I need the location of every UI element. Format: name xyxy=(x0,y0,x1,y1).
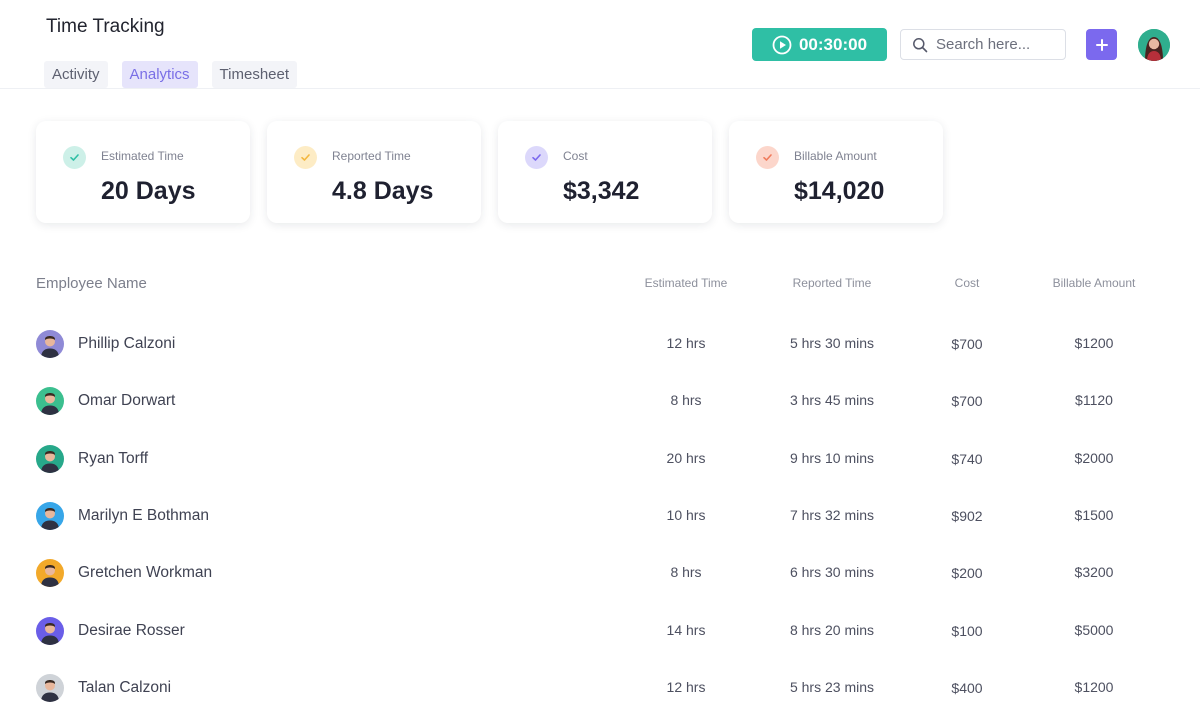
cost-cell: $700 xyxy=(951,393,983,410)
employee-name: Omar Dorwart xyxy=(78,392,176,410)
table-header: Employee Name Estimated Time Reported Ti… xyxy=(36,270,1166,300)
reported-time-cell: 9 hrs 10 mins xyxy=(789,449,875,466)
table-row[interactable]: Desirae Rosser 14 hrs 8 hrs 20 mins $100 $50… xyxy=(36,616,1166,674)
column-header-reported-time[interactable]: Reported Time xyxy=(792,276,872,290)
employee-name: Marilyn E Bothman xyxy=(78,506,209,524)
billable-amount-cell: $1200 xyxy=(1074,335,1114,351)
reported-time-cell: 6 hrs 30 mins xyxy=(789,564,875,581)
column-header-billable-amount[interactable]: Billable Amount xyxy=(1052,276,1136,290)
employee-table: Employee Name Estimated Time Reported Ti… xyxy=(36,270,1166,702)
billable-amount-cell: $2000 xyxy=(1074,449,1114,466)
billable-amount-cell: $3200 xyxy=(1074,564,1114,581)
summary-label: Billable Amount xyxy=(794,149,877,163)
reported-time-cell: 3 hrs 45 mins xyxy=(789,392,875,409)
billable-amount-cell: $1500 xyxy=(1074,506,1114,523)
page-title: Time Tracking xyxy=(46,16,165,37)
summary-value: 20 Days xyxy=(101,177,196,205)
reported-time-cell: 5 hrs 30 mins xyxy=(789,335,875,351)
column-header-employee-name[interactable]: Employee Name xyxy=(36,275,147,292)
check-circle-icon xyxy=(756,146,779,169)
check-circle-icon xyxy=(294,146,317,169)
summary-value: $3,342 xyxy=(563,177,640,205)
estimated-time-cell: 20 hrs xyxy=(666,449,706,466)
estimated-time-cell: 12 hrs xyxy=(666,678,706,695)
cost-cell: $902 xyxy=(951,507,983,524)
add-button[interactable] xyxy=(1086,29,1117,60)
summary-card-billable-amount: Billable Amount $14,020 xyxy=(729,121,943,223)
search-icon xyxy=(913,37,928,52)
reported-time-cell: 7 hrs 32 mins xyxy=(789,506,875,523)
cost-cell: $700 xyxy=(951,336,983,352)
cost-cell: $200 xyxy=(951,565,983,582)
employee-name: Ryan Torff xyxy=(78,449,149,467)
search-input[interactable] xyxy=(936,36,1056,53)
avatar xyxy=(36,616,64,645)
search-box[interactable] xyxy=(900,29,1066,60)
summary-label: Reported Time xyxy=(332,149,411,163)
table-row[interactable]: Phillip Calzoni 12 hrs 5 hrs 30 mins $700 $1… xyxy=(36,330,1166,387)
employee-name: Gretchen Workman xyxy=(78,564,213,582)
summary-label: Cost xyxy=(563,149,588,163)
column-header-cost[interactable]: Cost xyxy=(954,276,980,290)
estimated-time-cell: 14 hrs xyxy=(666,621,706,638)
estimated-time-cell: 12 hrs xyxy=(666,335,706,351)
summary-card-reported-time: Reported Time 4.8 Days xyxy=(267,121,481,223)
plus-icon xyxy=(1095,38,1108,51)
summary-value: 4.8 Days xyxy=(332,177,434,205)
avatar xyxy=(36,444,64,473)
billable-amount-cell: $1120 xyxy=(1075,392,1113,409)
table-row[interactable]: Ryan Torff 20 hrs 9 hrs 10 mins $740 $2000 xyxy=(36,444,1166,502)
tab-activity[interactable]: Activity xyxy=(44,61,108,88)
avatar xyxy=(36,387,64,416)
estimated-time-cell: 8 hrs xyxy=(670,392,702,409)
play-circle-icon xyxy=(772,35,792,54)
tab-bar: Activity Analytics Timesheet xyxy=(44,61,298,88)
billable-amount-cell: $1200 xyxy=(1074,678,1114,695)
employee-name: Talan Calzoni xyxy=(78,678,172,696)
summary-card-cost: Cost $3,342 xyxy=(498,121,712,223)
timer-button[interactable]: 00:30:00 xyxy=(752,28,887,61)
summary-value: $14,020 xyxy=(794,177,885,205)
estimated-time-cell: 8 hrs xyxy=(670,564,702,581)
user-avatar-image xyxy=(1138,29,1170,61)
reported-time-cell: 8 hrs 20 mins xyxy=(789,621,875,638)
table-row[interactable]: Gretchen Workman 8 hrs 6 hrs 30 mins $200 $3… xyxy=(36,559,1166,616)
user-avatar[interactable] xyxy=(1138,29,1170,61)
check-circle-icon xyxy=(525,146,548,169)
summary-card-estimated-time: Estimated Time 20 Days xyxy=(36,121,250,223)
column-header-estimated-time[interactable]: Estimated Time xyxy=(644,276,728,290)
cost-cell: $100 xyxy=(951,622,983,639)
avatar xyxy=(36,559,64,588)
check-circle-icon xyxy=(63,146,86,169)
summary-cards: Estimated Time 20 Days Reported Time 4.8… xyxy=(36,121,943,223)
summary-label: Estimated Time xyxy=(101,149,184,163)
timer-value: 00:30:00 xyxy=(798,34,868,54)
tab-timesheet[interactable]: Timesheet xyxy=(211,61,298,88)
cost-cell: $740 xyxy=(951,450,983,467)
avatar xyxy=(36,501,64,530)
cost-cell: $400 xyxy=(951,679,983,696)
header-divider xyxy=(0,88,1200,89)
estimated-time-cell: 10 hrs xyxy=(666,506,706,523)
billable-amount-cell: $5000 xyxy=(1074,621,1114,638)
tab-analytics[interactable]: Analytics xyxy=(121,61,198,88)
employee-name: Phillip Calzoni xyxy=(78,335,176,352)
table-row[interactable]: Marilyn E Bothman 10 hrs 7 hrs 32 mins $902… xyxy=(36,501,1166,559)
reported-time-cell: 5 hrs 23 mins xyxy=(789,678,875,695)
table-row[interactable]: Talan Calzoni 12 hrs 5 hrs 23 mins $400 $120… xyxy=(36,673,1166,708)
table-row[interactable]: Omar Dorwart 8 hrs 3 hrs 45 mins $700 $1120 xyxy=(36,387,1166,444)
avatar xyxy=(36,673,64,702)
employee-name: Desirae Rosser xyxy=(78,621,185,639)
avatar xyxy=(36,330,64,358)
